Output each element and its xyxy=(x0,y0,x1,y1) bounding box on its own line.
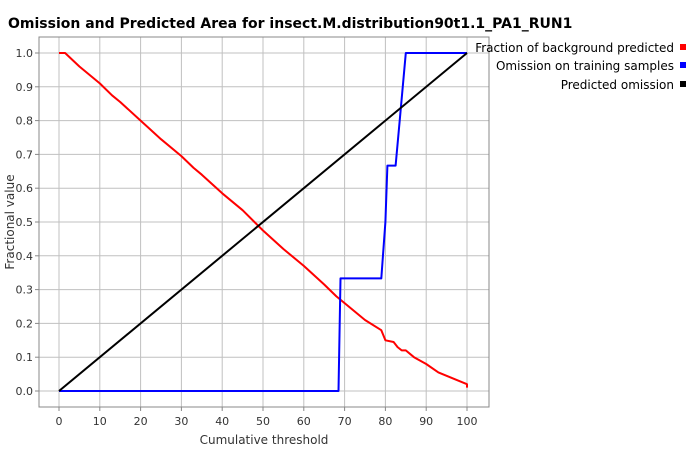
y-tick-label: 0.7 xyxy=(16,148,34,161)
y-tick-label: 0.1 xyxy=(16,351,34,364)
legend-swatch-omission xyxy=(680,62,686,68)
x-tick-label: 20 xyxy=(134,415,148,428)
legend-label-background: Fraction of background predicted xyxy=(475,41,674,55)
legend-label-predicted: Predicted omission xyxy=(561,78,674,92)
y-tick-label: 0.5 xyxy=(16,216,34,229)
x-tick-label: 0 xyxy=(56,415,63,428)
series-line-background-predicted xyxy=(59,52,468,388)
axis-ticks: 0 10 20 30 40 50 60 70 80 90 100 0.0 0.1 0.2 0.3 0.4 0.5… xyxy=(16,47,478,428)
legend-label-omission: Omission on training samples xyxy=(496,59,674,73)
series-line-omission-training xyxy=(59,52,467,392)
chart-title: Omission and Predicted Area for insect.M… xyxy=(8,16,572,32)
legend-swatch-background xyxy=(680,44,686,50)
y-tick-label: 0.3 xyxy=(16,284,34,297)
series-lines xyxy=(58,52,468,392)
y-axis-label: Fractional value xyxy=(3,174,17,269)
x-tick-label: 10 xyxy=(93,415,107,428)
grid xyxy=(39,37,489,407)
x-tick-label: 60 xyxy=(297,415,311,428)
y-tick-label: 1.0 xyxy=(16,47,34,60)
y-tick-label: 0.9 xyxy=(16,81,34,94)
y-tick-label: 0.8 xyxy=(16,115,34,128)
x-axis-label: Cumulative threshold xyxy=(200,433,329,447)
x-tick-label: 100 xyxy=(457,415,478,428)
x-tick-label: 80 xyxy=(378,415,392,428)
legend-swatch-predicted xyxy=(680,81,686,87)
y-tick-label: 0.0 xyxy=(16,385,34,398)
y-tick-label: 0.4 xyxy=(16,250,34,263)
x-tick-label: 50 xyxy=(256,415,270,428)
x-tick-label: 30 xyxy=(174,415,188,428)
y-tick-label: 0.6 xyxy=(16,182,34,195)
series-line-predicted-omission xyxy=(58,52,468,392)
legend: Fraction of background predicted Omissio… xyxy=(475,41,686,92)
y-tick-label: 0.2 xyxy=(16,317,34,330)
x-tick-label: 40 xyxy=(215,415,229,428)
x-tick-label: 70 xyxy=(338,415,352,428)
x-tick-label: 90 xyxy=(419,415,433,428)
